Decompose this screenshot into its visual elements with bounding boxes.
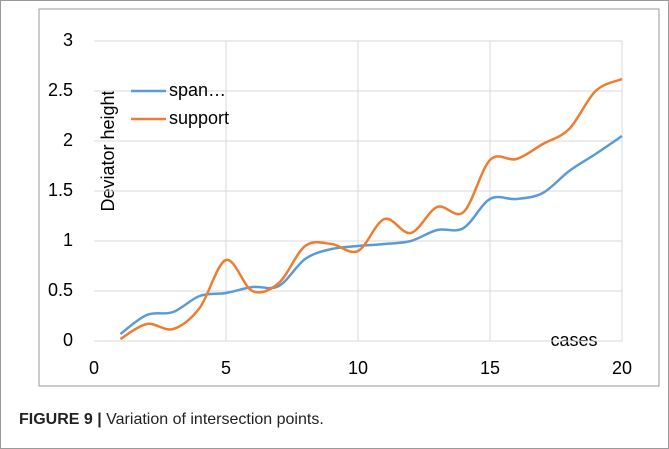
caption-text: Variation of intersection points. [106, 411, 324, 428]
y-axis-label: Deviator height [98, 90, 118, 211]
caption: FIGURE 9 | Variation of intersection poi… [19, 411, 324, 429]
x-tick-label: 5 [221, 358, 231, 378]
y-tick-label: 0.5 [48, 280, 73, 300]
legend-label: support [169, 108, 229, 128]
x-tick-label: 0 [89, 358, 99, 378]
y-tick-label: 1 [63, 230, 73, 250]
chart-frame [38, 8, 660, 387]
series-line [119, 77, 623, 341]
y-tick-label: 2 [63, 130, 73, 150]
y-tick-label: 3 [63, 30, 73, 50]
y-tick-label: 0 [63, 330, 73, 350]
caption-label: FIGURE 9 | [19, 411, 102, 428]
y-tick-label: 1.5 [48, 180, 73, 200]
y-tick-label: 2.5 [48, 80, 73, 100]
chart: Deviator height cases 0 0.5 1 1.5 2 2.5 3 0 5 10 1… [38, 8, 660, 387]
x-tick-label: 20 [612, 358, 632, 378]
series-line [119, 134, 623, 336]
x-tick-label: 15 [480, 358, 500, 378]
legend-label: span… [169, 80, 226, 100]
x-tick-label: 10 [348, 358, 368, 378]
x-axis-label: cases [550, 330, 597, 350]
